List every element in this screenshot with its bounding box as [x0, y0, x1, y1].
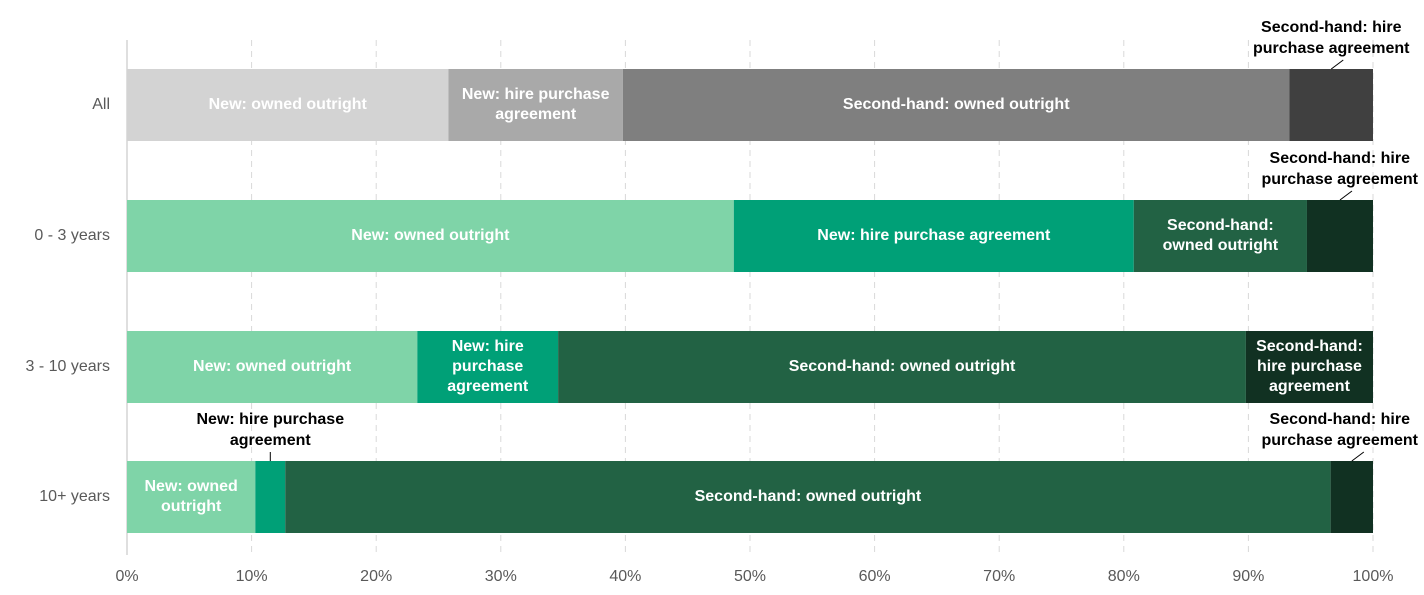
bar-segment [1330, 461, 1373, 533]
label-line: Second-hand: owned outright [843, 96, 1070, 113]
label-line: Second-hand: [1256, 338, 1363, 355]
x-tick-label: 60% [859, 568, 891, 585]
bar-segment [733, 200, 1134, 272]
y-tick-label: 0 - 3 years [34, 227, 110, 244]
segment-label-outside: Second-hand: hire purchase agreement [1261, 411, 1418, 449]
label-line: purchase agreement [1253, 40, 1410, 57]
label-line: New: hire purchase [462, 86, 610, 103]
segment-label-outside: New: hire purchase agreement [196, 411, 344, 449]
segment-label: New: hire purchase agreement [447, 338, 529, 395]
segment-label: Second-hand: owned outright [789, 358, 1016, 375]
leader-line [1351, 451, 1365, 462]
segment-label: New: owned outright [209, 96, 368, 113]
segment-label: New: hire purchase agreement [817, 227, 1051, 244]
bar-segment [127, 331, 418, 403]
x-tick-label: 100% [1353, 568, 1394, 585]
bar-segment [127, 69, 449, 141]
bar-segment [1306, 200, 1373, 272]
bar-segment [1245, 331, 1373, 403]
label-line: New: owned outright [351, 227, 510, 244]
label-line: New: hire [452, 338, 524, 355]
x-tick-label: 40% [609, 568, 641, 585]
bar-segment [127, 200, 734, 272]
segment-label: Second-hand: owned outright [695, 488, 922, 505]
label-line: purchase agreement [1261, 171, 1418, 188]
bar-segment [285, 461, 1331, 533]
segment-label: Second-hand: hire purchase agreement [1256, 338, 1363, 395]
segment-label: Second-hand: owned outright [843, 96, 1070, 113]
label-line: agreement [230, 432, 312, 449]
label-line: Second-hand: [1167, 217, 1274, 234]
label-line: Second-hand: hire [1261, 19, 1402, 36]
leader-line [1339, 190, 1353, 201]
x-tick-label: 90% [1232, 568, 1264, 585]
label-line: purchase agreement [1261, 432, 1418, 449]
bar-segment [127, 461, 256, 533]
label-line: owned outright [1163, 237, 1279, 254]
label-line: agreement [495, 106, 577, 123]
label-line: agreement [1269, 378, 1351, 395]
x-tick-label: 50% [734, 568, 766, 585]
label-line: Second-hand: hire [1270, 150, 1411, 167]
label-line: Second-hand: owned outright [789, 358, 1016, 375]
bar-segment [1133, 200, 1307, 272]
label-line: outright [161, 498, 222, 515]
bar-segment [622, 69, 1290, 141]
label-line: New: owned outright [209, 96, 368, 113]
x-tick-label: 70% [983, 568, 1015, 585]
x-tick-label: 80% [1108, 568, 1140, 585]
label-line: New: owned outright [193, 358, 352, 375]
y-tick-label: 10+ years [39, 488, 110, 505]
bar-segment [1289, 69, 1373, 141]
segment-label: New: owned outright [193, 358, 352, 375]
bar-segment [255, 461, 286, 533]
x-tick-label: 0% [115, 568, 138, 585]
label-line: Second-hand: hire [1270, 411, 1411, 428]
label-line: New: hire purchase [196, 411, 344, 428]
label-line: hire purchase [1257, 358, 1362, 375]
x-tick-label: 20% [360, 568, 392, 585]
x-tick-label: 30% [485, 568, 517, 585]
label-line: New: hire purchase agreement [817, 227, 1051, 244]
label-line: purchase [452, 358, 523, 375]
label-line: Second-hand: owned outright [695, 488, 922, 505]
label-line: New: owned [144, 478, 237, 495]
y-tick-label: All [92, 96, 110, 113]
segment-label: New: owned outright [351, 227, 510, 244]
label-line: agreement [447, 378, 529, 395]
x-tick-label: 10% [236, 568, 268, 585]
segment-label-outside: Second-hand: hire purchase agreement [1253, 19, 1410, 57]
leader-line [1330, 59, 1344, 70]
y-tick-label: 3 - 10 years [26, 358, 110, 375]
segment-label-outside: Second-hand: hire purchase agreement [1261, 150, 1418, 188]
bar-segment [448, 69, 623, 141]
bar-segment [558, 331, 1246, 403]
segment-label: New: hire purchase agreement [462, 86, 610, 123]
bar-segment [417, 331, 559, 403]
segment-label: Second-hand: owned outright [1163, 217, 1279, 254]
segment-label: New: owned outright [144, 478, 237, 515]
